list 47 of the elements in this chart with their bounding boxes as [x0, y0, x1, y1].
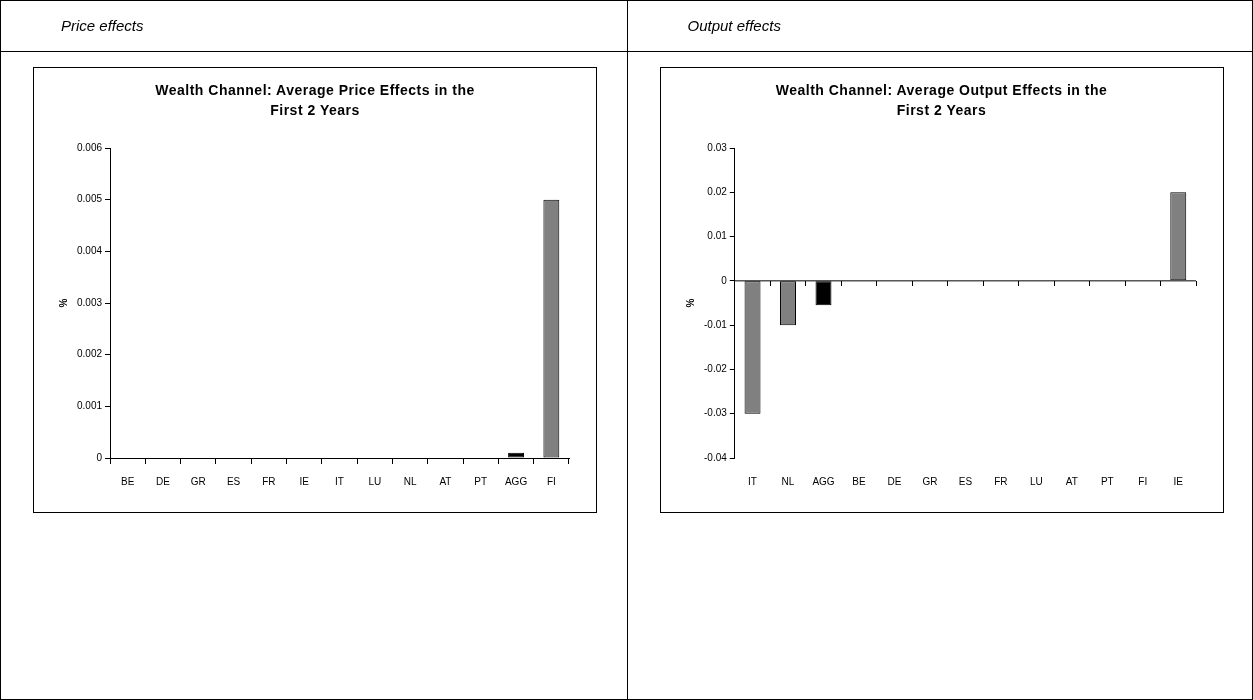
x-tick-label: BE — [121, 475, 135, 487]
chart-subtitle: Output effects — [627, 1, 1252, 52]
y-tick-label: -0.02 — [703, 363, 727, 375]
y-tick-label: 0.01 — [706, 230, 727, 242]
x-tick-label: IE — [1173, 475, 1183, 487]
x-tick-label: LU — [368, 475, 382, 487]
x-tick-label: IT — [335, 475, 344, 487]
chart-title: Wealth Channel: Average Price Effects in the First 2 Years — [154, 81, 476, 120]
x-tick-label: DE — [886, 475, 902, 487]
y-tick-label: 0.001 — [76, 400, 103, 412]
x-tick-label: FI — [1137, 475, 1147, 487]
y-tick-label: -0.03 — [703, 407, 727, 419]
x-tick-label: GR — [190, 475, 206, 487]
y-tick-label: 0.006 — [76, 141, 103, 153]
x-tick-label: AGG — [811, 475, 835, 487]
x-tick-label: AGG — [504, 475, 528, 487]
chart-title: Wealth Channel: Average Output Effects in the First 2 Years — [774, 81, 1109, 120]
y-axis-title: % — [684, 298, 696, 308]
x-tick-label: PT — [1100, 475, 1114, 487]
y-tick-label: 0.004 — [76, 245, 103, 257]
y-tick-label: 0 — [96, 451, 103, 463]
y-tick-label: 0.03 — [706, 141, 727, 153]
x-tick-label: FR — [262, 475, 276, 487]
x-tick-label: AT — [439, 475, 452, 487]
x-tick-label: BE — [851, 475, 866, 487]
x-tick-label: GR — [921, 475, 937, 487]
y-tick-label: 0.003 — [76, 296, 103, 308]
y-axis-title: % — [57, 298, 69, 308]
y-tick-label: -0.04 — [703, 451, 727, 463]
x-tick-label: ES — [226, 475, 241, 487]
x-tick-label: NL — [403, 475, 417, 487]
x-tick-label: PT — [474, 475, 488, 487]
x-tick-label: LU — [1029, 475, 1043, 487]
x-tick-label: DE — [156, 475, 171, 487]
x-tick-label: NL — [781, 475, 795, 487]
x-tick-label: AT — [1065, 475, 1078, 487]
x-tick-label: IT — [747, 475, 757, 487]
y-tick-label: 0.005 — [76, 193, 103, 205]
y-tick-label: 0 — [720, 274, 727, 286]
chart-subtitle: Price effects — [1, 1, 627, 52]
x-tick-label: IE — [299, 475, 310, 487]
y-tick-label: -0.01 — [703, 318, 727, 330]
x-tick-label: FI — [546, 475, 556, 487]
y-tick-label: 0.02 — [706, 186, 727, 198]
y-tick-label: 0.002 — [76, 348, 103, 360]
x-tick-label: ES — [958, 475, 972, 487]
x-tick-label: FR — [993, 475, 1008, 487]
